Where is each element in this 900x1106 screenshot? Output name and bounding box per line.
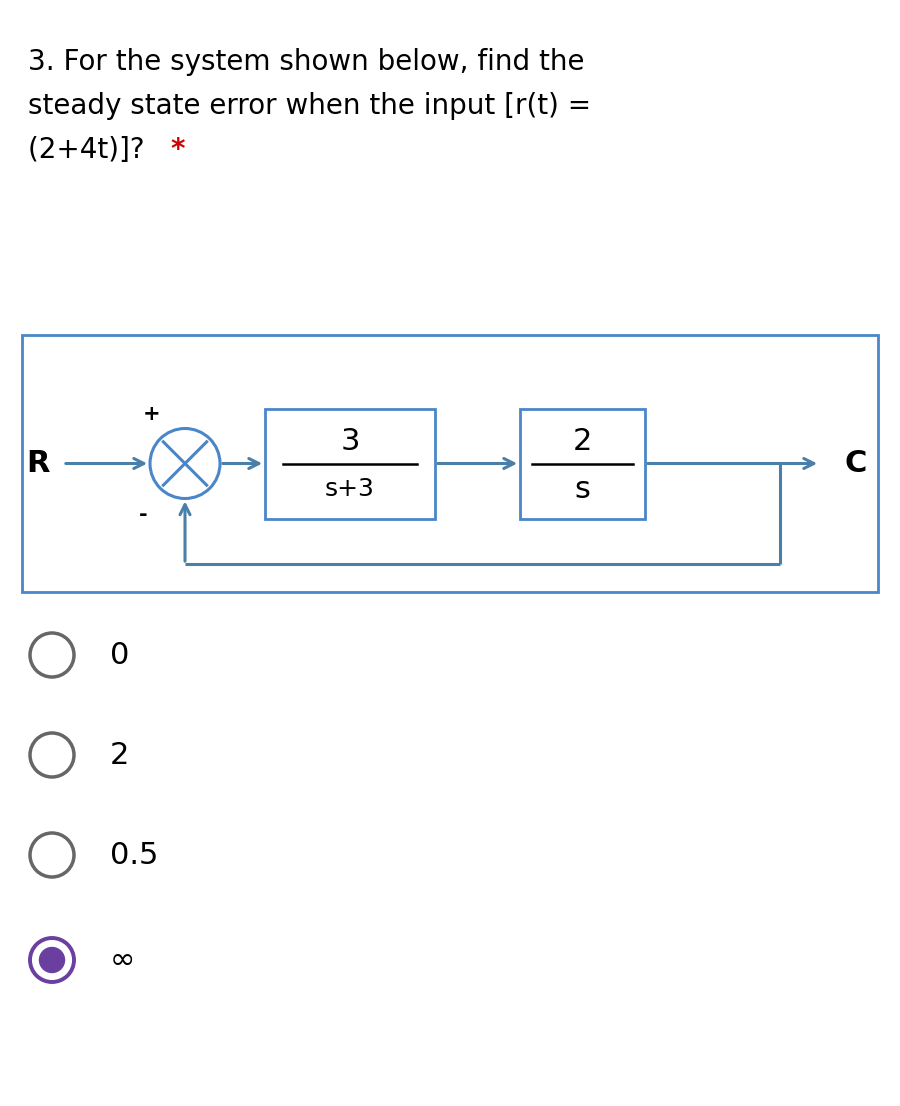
Text: 3. For the system shown below, find the: 3. For the system shown below, find the xyxy=(28,48,584,76)
Text: +: + xyxy=(143,405,161,425)
Text: s: s xyxy=(574,474,590,504)
Text: s+3: s+3 xyxy=(325,478,375,501)
Text: ∞: ∞ xyxy=(110,946,135,974)
Text: 0.5: 0.5 xyxy=(110,841,158,869)
Bar xyxy=(22,335,878,592)
Text: C: C xyxy=(845,449,868,478)
Circle shape xyxy=(39,947,65,973)
Text: steady state error when the input [r(t) =: steady state error when the input [r(t) … xyxy=(28,92,591,119)
Text: 2: 2 xyxy=(572,427,592,456)
Bar xyxy=(265,408,435,519)
Text: *: * xyxy=(170,136,184,164)
Text: -: - xyxy=(140,504,148,524)
Bar xyxy=(520,408,645,519)
Text: (2+4t)]?: (2+4t)]? xyxy=(28,136,154,164)
Text: R: R xyxy=(26,449,50,478)
Text: 3: 3 xyxy=(340,427,360,456)
Text: 0: 0 xyxy=(110,640,130,669)
Text: 2: 2 xyxy=(110,741,130,770)
